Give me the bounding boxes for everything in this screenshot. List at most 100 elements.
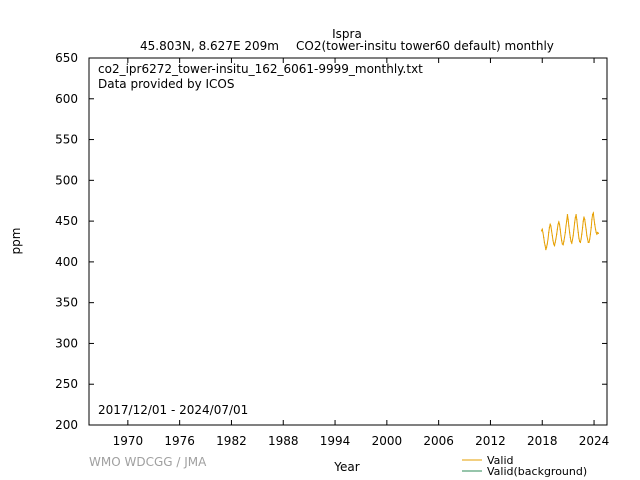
y-tick-label: 400 [55, 255, 78, 269]
data-point [580, 238, 582, 240]
data-point [571, 242, 573, 244]
data-provider: Data provided by ICOS [98, 77, 234, 91]
data-point [577, 231, 579, 234]
data-point [564, 231, 566, 234]
data-point [544, 244, 546, 247]
data-point [565, 225, 567, 227]
credit-text: WMO WDCGG / JMA [89, 455, 207, 469]
data-point [550, 230, 553, 232]
data-point [559, 228, 561, 230]
data-point [594, 223, 596, 225]
data-point [568, 225, 570, 227]
legend-label-valid: Valid [487, 454, 514, 467]
data-point [579, 241, 582, 243]
data-point [540, 230, 543, 232]
data-point [556, 233, 558, 235]
data-point [597, 231, 599, 234]
data-point [542, 231, 544, 234]
legend-label-valid-background: Valid(background) [487, 465, 587, 478]
data-point [593, 218, 595, 221]
data-point [594, 228, 597, 230]
data-point [562, 244, 564, 246]
data-point [558, 221, 560, 223]
data-point [578, 237, 580, 239]
data-point [569, 231, 571, 234]
data-point [553, 243, 555, 245]
data-point [552, 240, 554, 242]
data-point [546, 243, 548, 245]
y-axis-ticks: 200 250 300 350 400 450 500 550 600 650 [55, 51, 607, 432]
data-point [575, 213, 577, 216]
data-point [574, 217, 576, 219]
data-point [563, 240, 565, 243]
legend: Valid Valid(background) [462, 454, 587, 478]
station-coords: 45.803N, 8.627E 209m [140, 39, 279, 53]
data-point [583, 216, 585, 218]
data-point [576, 225, 579, 227]
y-tick-label: 300 [55, 336, 78, 350]
data-point [574, 222, 576, 224]
data-point [589, 238, 591, 240]
series-description: CO2(tower-insitu tower60 default) monthl… [296, 39, 554, 53]
y-axis-label: ppm [9, 228, 23, 255]
data-point [569, 236, 571, 239]
data-point [586, 238, 589, 240]
data-point [581, 227, 584, 229]
data-point [595, 231, 597, 234]
x-axis-label: Year [333, 460, 359, 474]
x-tick-label: 1988 [268, 434, 299, 448]
data-period: 2017/12/01 - 2024/07/01 [98, 403, 248, 417]
y-tick-label: 450 [55, 214, 78, 228]
data-point [548, 231, 550, 234]
data-point [543, 236, 545, 239]
data-point [556, 228, 558, 230]
series-line-0 [541, 211, 599, 250]
data-filename: co2_ipr6272_tower-insitu_162_6061-9999_m… [98, 62, 423, 76]
y-tick-label: 600 [55, 92, 78, 106]
data-point [558, 223, 561, 225]
y-tick-label: 550 [55, 133, 78, 147]
data-point [586, 235, 588, 237]
data-point [545, 249, 547, 251]
data-point [584, 223, 587, 225]
data-point [554, 241, 556, 243]
data-point [589, 233, 592, 235]
y-tick-label: 500 [55, 173, 78, 187]
x-tick-label: 2006 [423, 434, 454, 448]
data-point [547, 238, 549, 240]
y-tick-label: 250 [55, 377, 78, 391]
data-point [566, 213, 569, 216]
data-point [551, 235, 553, 237]
data-point [561, 240, 563, 242]
data-point [576, 218, 578, 221]
x-tick-label: 1970 [113, 434, 144, 448]
data-point [584, 218, 586, 221]
data-point [597, 232, 599, 234]
x-tick-label: 2012 [475, 434, 506, 448]
data-point [571, 239, 574, 241]
data-point [548, 227, 551, 229]
data-point [572, 235, 574, 237]
data-point [581, 233, 583, 235]
data-point [590, 227, 592, 229]
x-axis-ticks: 1970 1976 1982 1988 1994 2000 2006 2012 2018 2024 [113, 58, 610, 448]
data-point [585, 228, 587, 230]
data-point [566, 220, 568, 222]
data-point [541, 228, 543, 230]
data-point [588, 241, 590, 243]
data-point [555, 238, 557, 240]
data-point [579, 240, 581, 243]
x-tick-label: 1994 [320, 434, 351, 448]
data-point [591, 213, 594, 216]
data-point [582, 220, 584, 222]
data-point [553, 244, 556, 247]
data-point [549, 223, 551, 225]
y-tick-label: 200 [55, 418, 78, 432]
data-point [543, 241, 546, 243]
data-point [591, 218, 593, 221]
x-tick-label: 2024 [579, 434, 610, 448]
x-tick-label: 2018 [527, 434, 558, 448]
data-point [557, 223, 559, 225]
data-point [567, 218, 569, 221]
